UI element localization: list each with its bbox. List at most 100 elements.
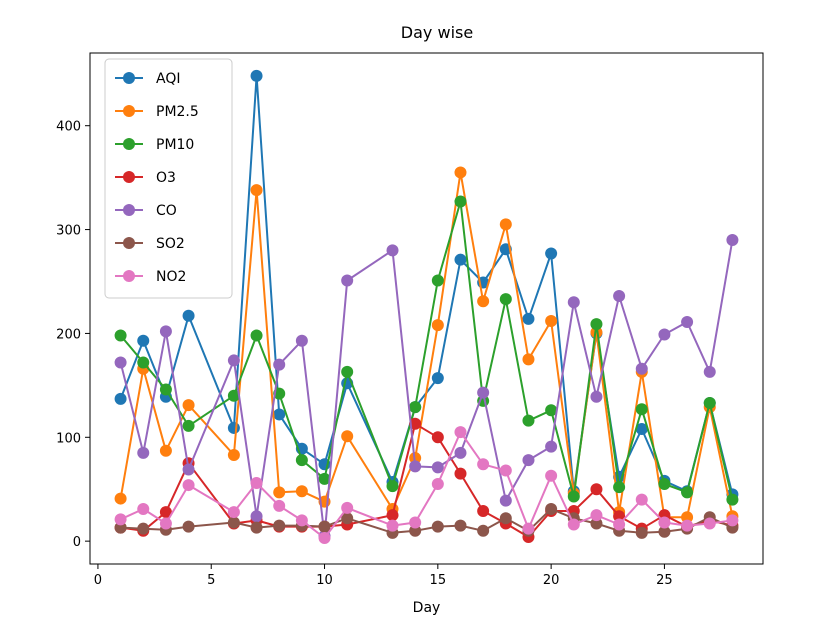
data-point-pm25 bbox=[159, 444, 172, 457]
data-point-co bbox=[159, 325, 172, 338]
data-point-co bbox=[613, 290, 626, 303]
data-point-pm25 bbox=[522, 353, 535, 366]
data-point-pm10 bbox=[454, 195, 467, 208]
data-point-so2 bbox=[341, 512, 354, 525]
data-point-so2 bbox=[454, 519, 467, 532]
legend-item-no2: NO2 bbox=[115, 269, 186, 285]
data-point-no2 bbox=[499, 464, 512, 477]
legend-label: CO bbox=[156, 203, 177, 219]
data-point-aqi bbox=[522, 312, 535, 325]
y-tick-label: 200 bbox=[56, 327, 81, 342]
data-point-co bbox=[273, 358, 286, 371]
data-point-no2 bbox=[341, 501, 354, 514]
data-point-no2 bbox=[658, 516, 671, 529]
data-point-no2 bbox=[545, 469, 558, 482]
data-point-pm10 bbox=[681, 486, 694, 499]
data-point-pm10 bbox=[386, 480, 399, 493]
data-point-no2 bbox=[137, 502, 150, 515]
data-point-pm10 bbox=[409, 401, 422, 414]
data-point-no2 bbox=[613, 518, 626, 531]
legend-item-pm10: PM10 bbox=[115, 137, 194, 153]
legend-swatch-marker bbox=[123, 138, 135, 150]
legend-swatch-marker bbox=[123, 72, 135, 84]
data-point-pm25 bbox=[250, 184, 263, 197]
legend-label: SO2 bbox=[156, 236, 185, 252]
data-point-co bbox=[182, 463, 195, 476]
data-point-no2 bbox=[477, 458, 490, 471]
x-tick-label: 20 bbox=[543, 573, 560, 588]
data-point-pm10 bbox=[726, 493, 739, 506]
data-point-co bbox=[477, 386, 490, 399]
data-point-no2 bbox=[386, 519, 399, 532]
x-tick-label: 0 bbox=[94, 573, 102, 588]
data-point-no2 bbox=[635, 493, 648, 506]
legend-label: PM10 bbox=[156, 137, 194, 153]
data-point-so2 bbox=[590, 517, 603, 530]
data-point-so2 bbox=[477, 524, 490, 537]
data-point-o3 bbox=[159, 506, 172, 519]
data-point-co bbox=[590, 390, 603, 403]
data-point-aqi bbox=[431, 372, 444, 385]
data-point-co bbox=[295, 334, 308, 347]
data-point-pm25 bbox=[273, 486, 286, 499]
x-axis-label: Day bbox=[413, 600, 441, 616]
legend-swatch-marker bbox=[123, 105, 135, 117]
data-point-no2 bbox=[273, 499, 286, 512]
data-point-co bbox=[137, 446, 150, 459]
data-point-co bbox=[567, 296, 580, 309]
legend-label: PM2.5 bbox=[156, 104, 199, 120]
data-point-pm10 bbox=[137, 356, 150, 369]
data-point-co bbox=[114, 356, 127, 369]
data-point-co bbox=[726, 233, 739, 246]
legend-item-o3: O3 bbox=[115, 170, 176, 186]
data-point-no2 bbox=[182, 479, 195, 492]
y-tick-label: 400 bbox=[56, 120, 81, 135]
data-point-no2 bbox=[590, 509, 603, 522]
data-point-pm10 bbox=[703, 397, 716, 410]
y-tick-label: 0 bbox=[73, 535, 81, 550]
series-no2 bbox=[114, 426, 739, 545]
data-point-aqi bbox=[635, 422, 648, 435]
data-point-aqi bbox=[545, 247, 558, 260]
data-point-pm10 bbox=[545, 404, 558, 417]
data-point-so2 bbox=[227, 516, 240, 529]
data-point-so2 bbox=[250, 521, 263, 534]
legend-box bbox=[104, 58, 233, 299]
data-point-o3 bbox=[477, 505, 490, 518]
data-point-co bbox=[658, 328, 671, 341]
data-point-aqi bbox=[250, 69, 263, 82]
legend-swatch-marker bbox=[123, 171, 135, 183]
legend-item-pm25: PM2.5 bbox=[115, 104, 199, 120]
plot-frame bbox=[89, 52, 764, 565]
data-point-o3 bbox=[613, 510, 626, 523]
x-axis-ticks: 0 5 10 15 20 25 bbox=[94, 564, 673, 588]
data-point-no2 bbox=[522, 522, 535, 535]
data-point-pm10 bbox=[567, 490, 580, 503]
series-line-aqi bbox=[119, 74, 734, 495]
data-point-pm25 bbox=[114, 492, 127, 505]
data-point-pm25 bbox=[295, 485, 308, 498]
data-point-no2 bbox=[454, 426, 467, 439]
data-point-o3 bbox=[454, 467, 467, 480]
data-point-so2 bbox=[114, 521, 127, 534]
data-point-pm25 bbox=[431, 319, 444, 332]
y-tick-label: 100 bbox=[56, 431, 81, 446]
data-point-co bbox=[227, 354, 240, 367]
data-point-so2 bbox=[137, 522, 150, 535]
data-point-pm10 bbox=[635, 403, 648, 416]
data-point-no2 bbox=[703, 517, 716, 530]
series-line-pm25 bbox=[119, 171, 734, 519]
data-point-no2 bbox=[114, 513, 127, 526]
data-point-so2 bbox=[431, 520, 444, 533]
data-point-co bbox=[545, 440, 558, 453]
data-point-no2 bbox=[250, 476, 263, 489]
data-point-no2 bbox=[227, 506, 240, 519]
legend-item-co: CO bbox=[115, 203, 177, 219]
data-point-so2 bbox=[635, 526, 648, 539]
legend-label: NO2 bbox=[156, 269, 186, 285]
legend-label: O3 bbox=[156, 170, 176, 186]
data-point-pm10 bbox=[613, 481, 626, 494]
data-point-o3 bbox=[431, 431, 444, 444]
data-point-pm25 bbox=[590, 326, 603, 339]
